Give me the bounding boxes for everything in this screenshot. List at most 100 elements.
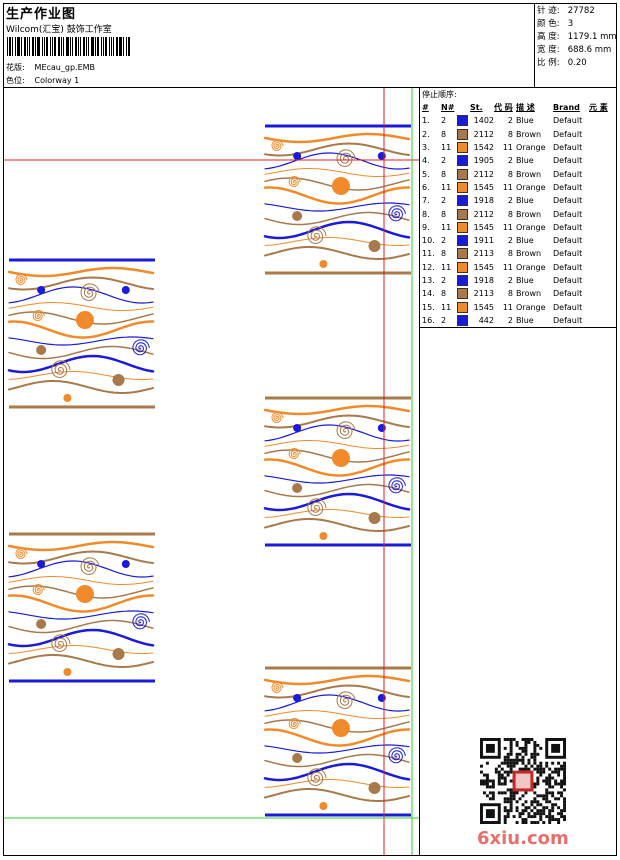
- qr-module: [563, 779, 566, 783]
- spiral-motif: [288, 175, 301, 188]
- wave-stroke: [8, 654, 154, 668]
- qr-module: [533, 791, 537, 795]
- row-code: 8: [507, 169, 513, 179]
- row-stitches: 1545: [473, 262, 494, 272]
- qr-module: [533, 800, 537, 804]
- row-code: 2: [507, 276, 513, 285]
- qr-module: [509, 746, 513, 750]
- qr-module: [560, 815, 564, 819]
- spiral-motif: [32, 583, 45, 596]
- row-brand: Default: [553, 236, 583, 246]
- qr-module: [542, 770, 546, 774]
- qr-module: [527, 740, 531, 744]
- row-stitches: 2112: [473, 209, 494, 219]
- col-stitches: St.: [470, 103, 483, 113]
- qr-module: [506, 764, 510, 768]
- dot-motif: [368, 782, 381, 794]
- qr-module: [545, 797, 549, 801]
- spiral-motif: [15, 547, 28, 560]
- wave-stroke: [264, 152, 410, 170]
- qr-module: [521, 821, 525, 824]
- height-label: 高 度:: [537, 32, 560, 42]
- qr-module: [524, 809, 528, 813]
- stitches-value: 27782: [567, 6, 595, 16]
- qr-module: [548, 773, 552, 777]
- qr-module: [536, 764, 540, 768]
- spiral-motif: [288, 447, 301, 460]
- qr-module: [548, 791, 552, 795]
- colorway-label: 色位:: [6, 76, 25, 85]
- table-row: 9. 11 1545 11 Orange Default: [420, 221, 608, 234]
- wave-stroke: [7, 540, 155, 552]
- qr-module: [545, 794, 549, 798]
- row-brand: Default: [553, 143, 583, 153]
- qr-module: [506, 815, 510, 819]
- stop-sequence-title: 停止顺序:: [422, 90, 457, 99]
- wave-stroke: [8, 619, 154, 634]
- qr-module: [563, 806, 566, 810]
- qr-module: [506, 738, 510, 741]
- row-swatch: [457, 234, 470, 247]
- color-swatch: [457, 221, 468, 233]
- qr-module: [551, 770, 555, 774]
- qr-module: [509, 758, 513, 762]
- row-element: [589, 300, 608, 313]
- table-row: 7. 2 1918 2 Blue Default: [420, 194, 608, 207]
- row-code: 11: [502, 222, 513, 232]
- dot-motif: [37, 286, 46, 294]
- qr-module: [530, 821, 534, 824]
- table-row: 10. 2 1911 2 Blue Default: [420, 234, 608, 247]
- qr-module: [530, 764, 534, 768]
- qr-module: [539, 803, 543, 807]
- row-description: Brown: [516, 169, 542, 179]
- qr-module: [533, 761, 537, 765]
- dot-motif: [121, 286, 130, 294]
- row-element: [589, 167, 608, 180]
- wave-stroke: [263, 132, 411, 144]
- table-row: 15. 11 1545 11 Orange Default: [420, 300, 608, 313]
- qr-module: [497, 779, 501, 783]
- wave-stroke: [263, 728, 411, 747]
- qr-module: [545, 782, 549, 786]
- qr-module: [524, 749, 528, 753]
- row-index: 14.: [422, 289, 435, 299]
- table-row: 13. 2 1918 2 Blue Default: [420, 274, 608, 287]
- qr-module: [524, 767, 528, 771]
- qr-module: [509, 806, 513, 810]
- row-description: Orange: [516, 222, 546, 232]
- color-swatch: [457, 208, 468, 220]
- row-element: [589, 114, 608, 127]
- qr-module: [515, 761, 519, 765]
- wave-stroke: [8, 645, 154, 654]
- qr-module: [530, 803, 534, 807]
- barcode: [7, 37, 152, 56]
- color-swatch: [457, 128, 468, 140]
- row-needle: 2: [441, 276, 447, 285]
- qr-module: [548, 818, 552, 822]
- qr-module: [542, 797, 546, 801]
- qr-module: [563, 797, 566, 801]
- table-row: 3. 11 1542 11 Orange Default: [420, 141, 608, 154]
- row-needle: 8: [441, 249, 447, 259]
- design-stats: 针 迹: 27782 颜 色: 3 高 度: 1179.1 mm 宽 度: 68…: [537, 5, 617, 70]
- spiral-motif: [336, 691, 356, 710]
- col-description: 描 述: [516, 103, 535, 113]
- qr-module: [563, 803, 566, 807]
- wave-stroke: [264, 684, 410, 699]
- qr-module: [542, 806, 546, 810]
- spiral-motif: [15, 273, 28, 286]
- design-row: 花版: MEcau_gp.EMB: [6, 62, 95, 73]
- qr-module: [560, 794, 564, 798]
- colors-value: 3: [567, 19, 574, 29]
- col-needle: N#: [441, 103, 455, 113]
- scale-value: 0.20: [567, 58, 587, 68]
- height-value: 1179.1 mm: [567, 32, 617, 42]
- color-swatch: [457, 235, 468, 247]
- row-needle: 11: [441, 222, 452, 232]
- table-row: 8. 8 2112 8 Brown Default: [420, 207, 608, 220]
- row-code: 8: [507, 129, 513, 139]
- row-stitches: 2112: [473, 129, 494, 139]
- row-element: [589, 261, 608, 274]
- row-stitches: 1905: [473, 156, 494, 166]
- row-description: Brown: [516, 209, 542, 219]
